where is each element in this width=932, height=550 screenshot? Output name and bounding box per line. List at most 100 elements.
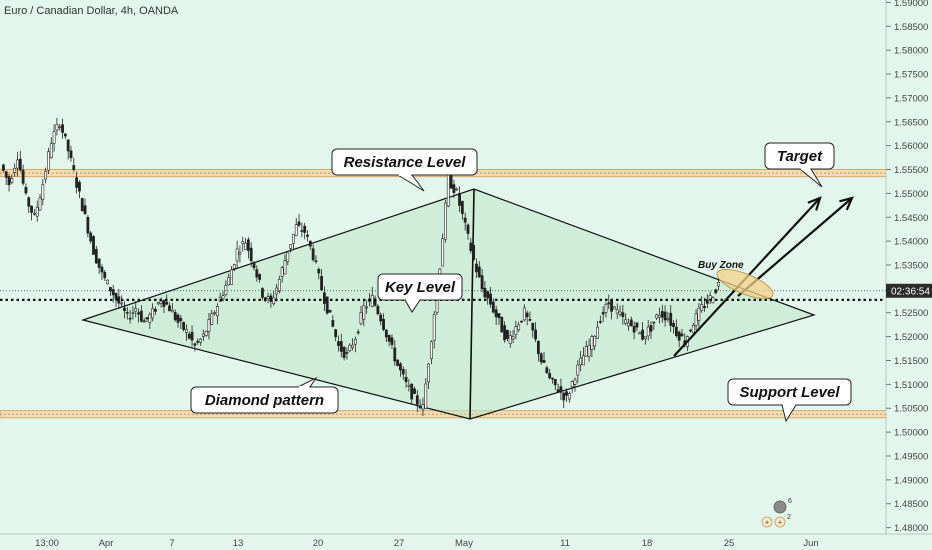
candle-body [677,331,681,341]
candle-body [697,307,701,321]
buy-zone-label: Buy Zone [698,260,744,271]
candle-body [61,124,64,133]
candle-body [109,287,112,292]
y-tick-label: 1.49000 [894,475,928,486]
candle-body [460,201,464,214]
candle-body [663,311,667,321]
candle-body [170,310,174,313]
candle-body [38,197,42,211]
support-callout-label: Support Level [739,384,840,401]
x-tick-label: 13:00 [35,538,59,549]
candle-body [559,386,563,393]
x-tick-label: Jun [803,538,818,549]
candle-body [655,314,659,319]
candle-body [590,336,594,350]
candle-body [317,269,321,274]
target-callout-box [764,142,835,170]
candle-body [106,279,109,285]
candle-body [244,242,247,250]
candle-body [210,313,214,325]
candle-body [86,217,90,234]
candle-body [92,236,95,255]
candle-body [593,336,597,347]
candle-body [41,184,45,201]
candle-body [542,360,546,363]
candle-body [672,323,675,327]
candle-body [342,346,346,358]
candle-body [283,260,287,275]
candle-body [199,338,202,343]
candle-body [137,312,140,315]
candle-body [114,293,118,300]
candle-body [508,335,512,344]
candle-body [277,279,281,292]
candle-body [390,337,394,345]
candle-body [534,329,537,340]
candle-body [165,301,169,305]
candle-body [429,341,433,360]
candle-body [292,233,295,244]
candle-body [441,238,445,267]
candle-body [387,334,391,342]
candle-body [78,181,81,192]
candle-body [322,292,326,304]
candle-body [404,376,408,383]
candle-body [486,291,490,299]
candle-body [300,230,304,232]
candle-body [156,302,160,305]
candle-body [399,363,402,371]
candle-body [717,282,720,287]
candle-body [266,296,270,300]
candle-body [123,307,126,311]
candle-body [598,321,602,323]
candle-body [370,295,374,307]
candle-body [641,329,644,340]
y-tick-label: 1.50500 [894,404,928,415]
y-tick-label: 1.59000 [894,0,928,9]
y-tick-label: 1.48000 [894,523,928,534]
candle-body [294,224,298,236]
indicator-badge-bottom: 2 [787,514,791,521]
candle-body [128,317,132,320]
candle-body [179,317,183,322]
candle-body [328,309,332,313]
candle-body [576,364,580,376]
candle-body [325,296,329,314]
candle-body [18,158,22,171]
y-tick-label: 1.54000 [894,237,928,248]
x-tick-label: 13 [233,538,244,549]
resistance-callout-label: Resistance Level [344,154,467,171]
candle-body [635,322,639,328]
candle-body [131,311,135,314]
candle-body [72,165,76,170]
candle-body [258,273,262,280]
buy-zone-ellipse [716,269,774,299]
candle-body [573,379,577,385]
x-tick-label: 18 [642,538,653,549]
candle-body [207,319,211,332]
candle-body [658,314,661,318]
candle-body [618,311,622,315]
candle-body [80,198,84,212]
candle-body [680,333,684,337]
candle-body [531,322,535,331]
candle-body [263,297,267,300]
candle-body [154,308,157,312]
candle-body [337,341,340,346]
candle-body [449,173,453,189]
candle-body [393,347,397,362]
candle-body [624,319,628,324]
candle-body [159,300,163,304]
y-tick-label: 1.55000 [894,189,928,200]
diamond-callout-tail [297,376,318,388]
candle-body [182,322,186,330]
candle-body [145,317,149,320]
candle-body [103,271,107,279]
candle-body [613,306,616,310]
candle-body [607,302,611,305]
candle-body [584,346,588,357]
candle-body [55,124,59,131]
candle-body [339,341,343,352]
candle-body [666,318,670,321]
